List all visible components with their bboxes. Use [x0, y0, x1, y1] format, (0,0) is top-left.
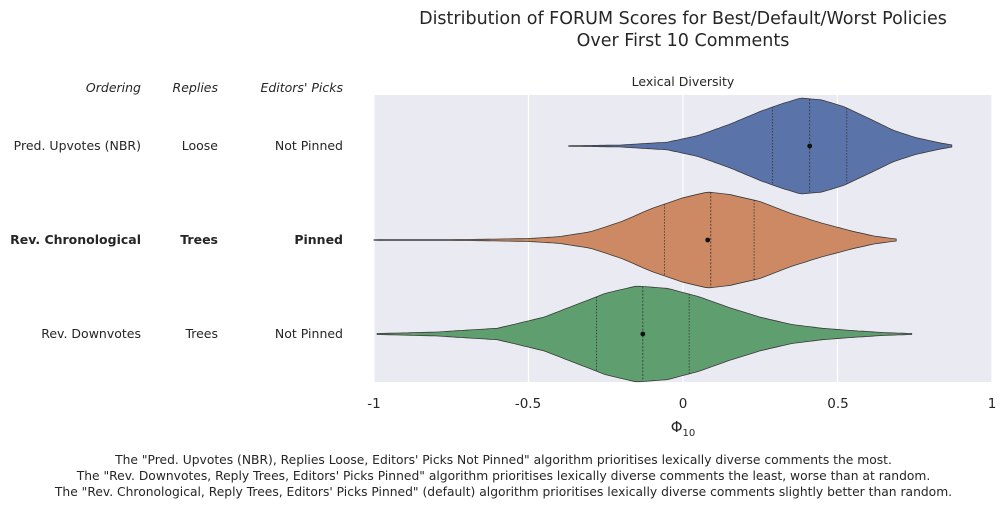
- row-ordering: Rev. Downvotes: [41, 326, 141, 341]
- x-tick-label: -1: [367, 396, 381, 412]
- row-ordering: Rev. Chronological: [10, 232, 141, 247]
- caption-line: The "Pred. Upvotes (NBR), Replies Loose,…: [115, 453, 892, 467]
- subplot-title: Lexical Diversity: [631, 74, 735, 89]
- chart-title-line1: Distribution of FORUM Scores for Best/De…: [419, 9, 947, 29]
- row-ordering: Pred. Upvotes (NBR): [13, 138, 141, 153]
- mean-marker: [705, 237, 711, 243]
- caption-notes: The "Pred. Upvotes (NBR), Replies Loose,…: [0, 452, 1007, 500]
- x-tick-label: 0: [678, 396, 688, 412]
- chart-title-line2: Over First 10 Comments: [576, 31, 790, 51]
- mean-marker: [807, 143, 813, 149]
- x-axis-label: Φ10: [663, 418, 703, 439]
- row-replies: Loose: [181, 138, 218, 153]
- x-tick-label: 0.5: [827, 396, 849, 412]
- row-editors-picks: Not Pinned: [274, 138, 343, 153]
- row-replies: Trees: [185, 326, 218, 341]
- x-tick-label: 1: [987, 396, 997, 412]
- caption-line: The "Rev. Downvotes, Reply Trees, Editor…: [76, 469, 931, 483]
- mean-marker: [640, 331, 646, 337]
- violin-body: [373, 191, 897, 289]
- x-tick-label: -0.5: [514, 396, 542, 412]
- header-replies: Replies: [172, 80, 218, 95]
- caption-line: The "Rev. Chronological, Reply Trees, Ed…: [54, 485, 953, 499]
- row-editors-picks: Not Pinned: [274, 326, 343, 341]
- row-editors-picks: Pinned: [294, 232, 343, 247]
- violin-body: [568, 97, 953, 195]
- chart-title: Distribution of FORUM Scores for Best/De…: [374, 8, 992, 52]
- x-axis-label-subscript: 10: [682, 428, 696, 439]
- header-editors-picks: Editors' Picks: [260, 80, 343, 95]
- header-ordering: Ordering: [85, 80, 141, 95]
- row-replies: Trees: [180, 232, 218, 247]
- x-axis-label-symbol: Φ: [670, 418, 683, 436]
